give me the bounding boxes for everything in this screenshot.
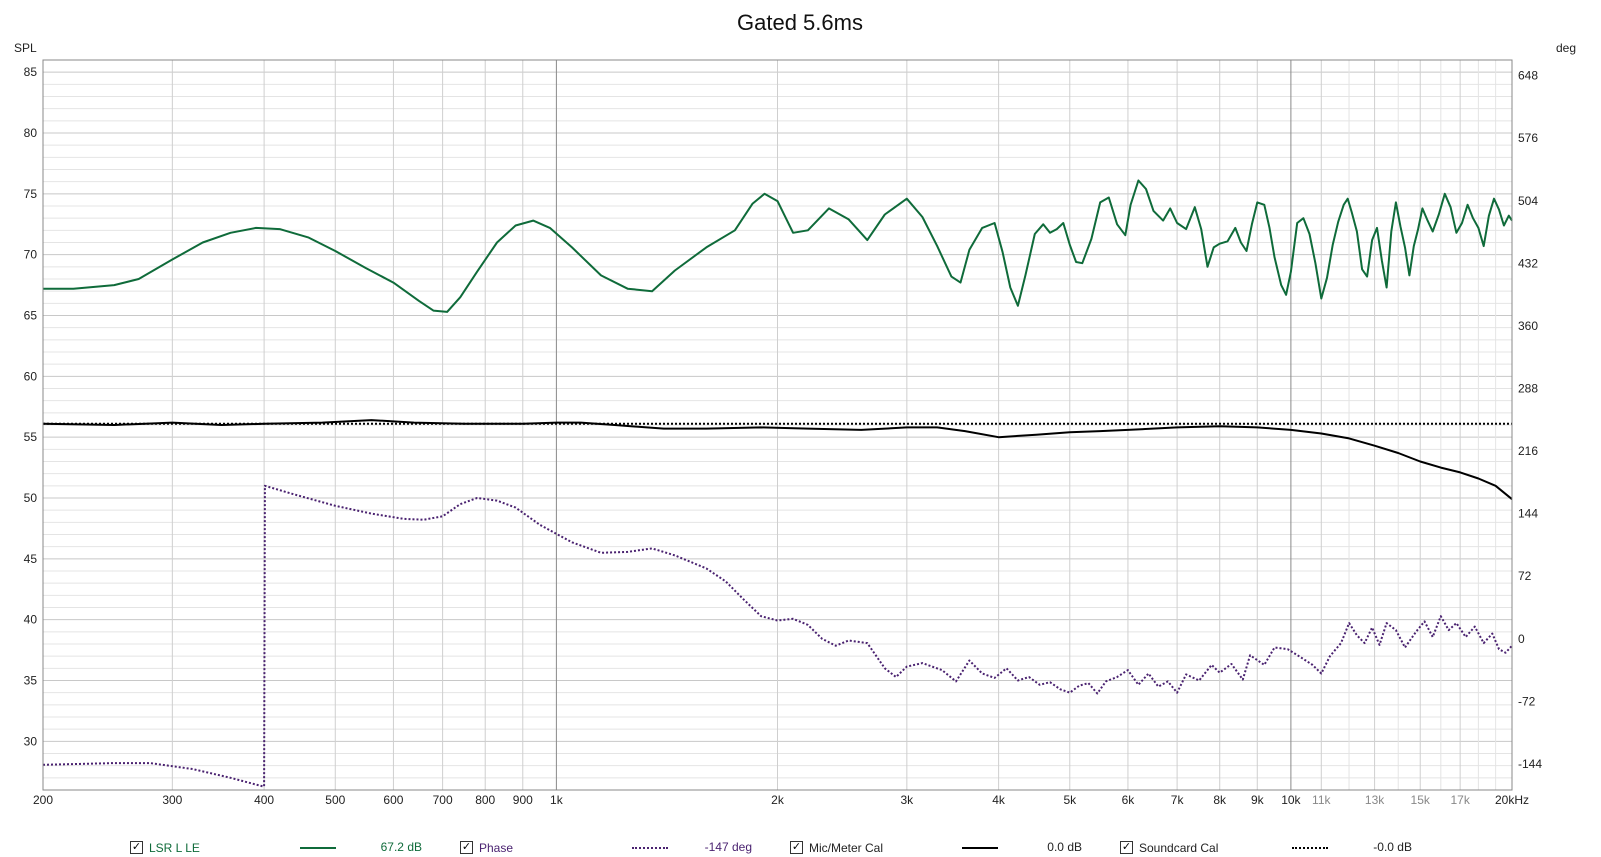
legend-value-soundcard: -0.0 dB bbox=[1373, 840, 1412, 854]
legend-item-lsr[interactable]: ✓ LSR L LE bbox=[130, 838, 200, 857]
legend-item-mic[interactable]: ✓ Mic/Meter Cal bbox=[790, 838, 883, 857]
x-tick-label: 700 bbox=[433, 793, 453, 807]
x-tick-label: 13k bbox=[1365, 793, 1385, 807]
x-tick-label: 1k bbox=[550, 793, 564, 807]
y-left-tick-label: 70 bbox=[24, 248, 38, 262]
y-right-tick-label: 360 bbox=[1518, 319, 1538, 333]
y-left-tick-label: 85 bbox=[24, 65, 38, 79]
y-right-tick-label: -144 bbox=[1518, 757, 1542, 771]
y-right-tick-label: 0 bbox=[1518, 632, 1525, 646]
y-right-axis-label: deg bbox=[1556, 41, 1576, 55]
y-left-axis-label: SPL bbox=[14, 41, 37, 55]
x-tick-label: 800 bbox=[475, 793, 495, 807]
x-tick-label: 20kHz bbox=[1495, 793, 1529, 807]
series-group bbox=[42, 179, 1513, 788]
y-right-tick-label: 72 bbox=[1518, 569, 1532, 583]
y-left-tick-label: 45 bbox=[24, 552, 38, 566]
legend-name-lsr: LSR L LE bbox=[149, 840, 200, 855]
x-tick-label: 2k bbox=[771, 793, 785, 807]
legend-value-phase: -147 deg bbox=[704, 840, 752, 854]
x-tick-label: 6k bbox=[1122, 793, 1136, 807]
checkbox-soundcard[interactable]: ✓ bbox=[1120, 841, 1133, 854]
x-tick-label: 10k bbox=[1281, 793, 1301, 807]
x-tick-label: 15k bbox=[1411, 793, 1431, 807]
plot-frame bbox=[42, 59, 1513, 791]
checkbox-mic[interactable]: ✓ bbox=[790, 841, 803, 854]
legend-line-mic bbox=[962, 847, 998, 849]
legend-name-mic: Mic/Meter Cal bbox=[809, 840, 884, 855]
series-line-lsr-l-le bbox=[43, 179, 1513, 313]
legend: ✓ LSR L LE 67.2 dB ✓ Phase -147 deg ✓ Mi… bbox=[0, 838, 1601, 857]
x-tick-label: 300 bbox=[162, 793, 182, 807]
y-left-tick-label: 75 bbox=[24, 187, 38, 201]
legend-line-soundcard bbox=[1292, 847, 1328, 849]
y-right-tick-label: 144 bbox=[1518, 507, 1538, 521]
legend-name-phase: Phase bbox=[479, 840, 514, 855]
y-right-tick-label: -72 bbox=[1518, 694, 1536, 708]
legend-value-lsr: 67.2 dB bbox=[380, 840, 422, 854]
y-right-tick-label: 504 bbox=[1518, 194, 1538, 208]
x-tick-label: 200 bbox=[33, 793, 53, 807]
tick-labels: 200 300 400 500 600 700 800 900 1k 2k 3k 4k 5k 6k 7k 8k… bbox=[24, 65, 1543, 807]
chart-title: Gated 5.6ms bbox=[737, 10, 863, 35]
series-line-mic-meter-cal bbox=[42, 419, 1513, 500]
y-left-tick-label: 65 bbox=[24, 309, 38, 323]
y-right-tick-label: 648 bbox=[1518, 69, 1538, 83]
checkbox-lsr[interactable]: ✓ bbox=[130, 841, 143, 854]
y-right-tick-label: 432 bbox=[1518, 256, 1538, 270]
x-tick-label: 400 bbox=[254, 793, 274, 807]
y-left-tick-label: 50 bbox=[24, 491, 38, 505]
x-tick-label: 9k bbox=[1251, 793, 1265, 807]
y-right-tick-label: 216 bbox=[1518, 444, 1538, 458]
x-tick-label: 5k bbox=[1063, 793, 1077, 807]
y-left-tick-label: 30 bbox=[24, 734, 38, 748]
x-tick-label: 11k bbox=[1312, 793, 1331, 807]
x-tick-label: 900 bbox=[513, 793, 533, 807]
x-tick-label: 3k bbox=[900, 793, 914, 807]
y-right-tick-label: 288 bbox=[1518, 382, 1538, 396]
x-tick-label: 7k bbox=[1171, 793, 1185, 807]
y-left-tick-label: 40 bbox=[24, 613, 38, 627]
series-line-phase bbox=[42, 484, 1513, 788]
grid bbox=[42, 59, 1513, 791]
legend-value-mic: 0.0 dB bbox=[1047, 840, 1082, 854]
x-tick-label: 500 bbox=[325, 793, 345, 807]
y-left-tick-label: 35 bbox=[24, 674, 38, 688]
legend-item-soundcard[interactable]: ✓ Soundcard Cal bbox=[1120, 838, 1218, 857]
y-left-tick-label: 80 bbox=[24, 126, 38, 140]
x-tick-label: 17k bbox=[1450, 793, 1470, 807]
legend-item-phase[interactable]: ✓ Phase bbox=[460, 838, 513, 857]
x-tick-label: 600 bbox=[383, 793, 403, 807]
legend-name-soundcard: Soundcard Cal bbox=[1139, 840, 1219, 855]
y-right-tick-label: 576 bbox=[1518, 131, 1538, 145]
legend-line-lsr bbox=[300, 847, 336, 849]
frequency-response-chart: Gated 5.6ms SPL deg 200 300 400 500 600 700 80… bbox=[14, 10, 1576, 807]
checkbox-phase[interactable]: ✓ bbox=[460, 841, 473, 854]
y-left-tick-label: 60 bbox=[24, 369, 38, 383]
legend-line-phase bbox=[632, 847, 668, 849]
y-left-tick-label: 55 bbox=[24, 430, 38, 444]
x-tick-label: 8k bbox=[1213, 793, 1227, 807]
x-tick-label: 4k bbox=[992, 793, 1006, 807]
